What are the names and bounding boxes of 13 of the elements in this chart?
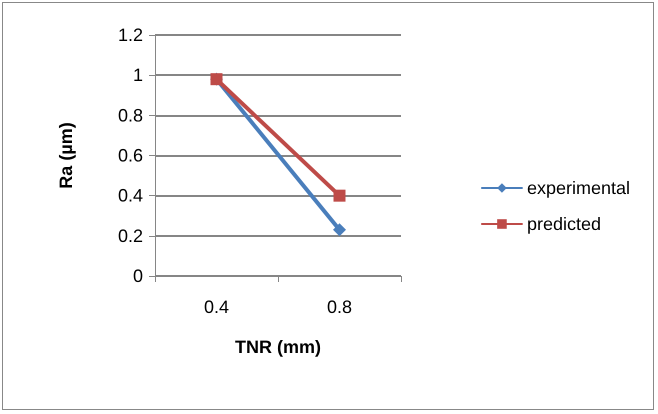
y-tick-label: 0 [132,266,143,286]
y-tick-label: 1 [132,65,143,86]
y-tick-label: 0.8 [118,105,143,126]
y-tick-label: 0.4 [118,186,143,206]
y-tick-label: 0.6 [118,146,143,166]
y-axis-title: Ra (µm) [56,122,76,189]
legend-label: predicted [526,214,602,234]
x-axis-title: TNR (mm) [235,337,321,357]
legend-label: experimental [526,178,630,198]
y-tick-label: 1.2 [118,25,143,45]
point [333,223,346,236]
y-tick-label: 0.2 [118,226,143,246]
point [334,190,346,202]
